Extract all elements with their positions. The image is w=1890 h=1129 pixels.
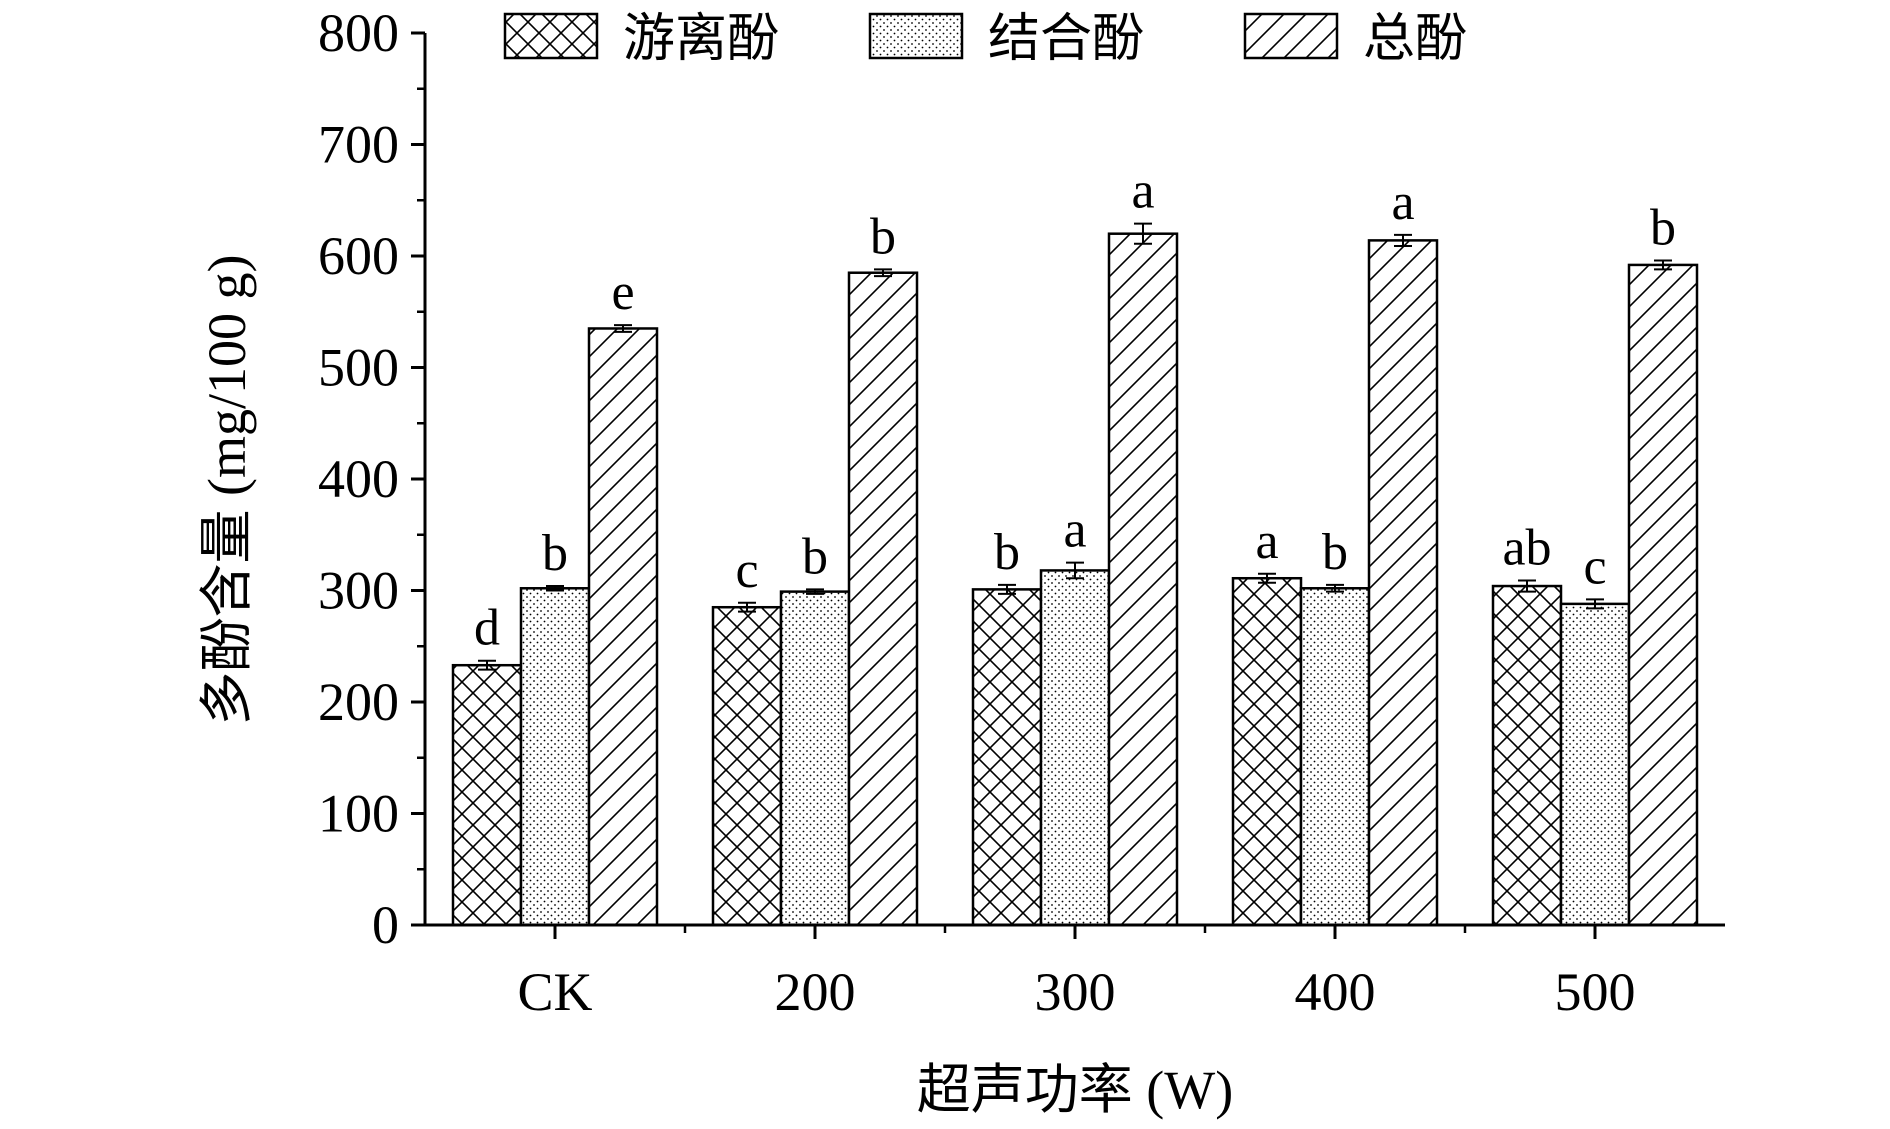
significance-label: a — [1131, 163, 1154, 220]
y-tick-label: 600 — [318, 226, 399, 286]
bar — [847, 271, 919, 927]
bar — [1559, 602, 1631, 927]
legend-label: 总酚 — [1363, 11, 1467, 68]
bar — [1491, 584, 1563, 927]
bar — [519, 587, 591, 927]
legend-swatch — [868, 12, 964, 60]
bar — [587, 327, 659, 927]
bar — [711, 605, 783, 927]
y-tick-label: 300 — [318, 561, 399, 621]
legend-label: 游离酚 — [623, 11, 779, 68]
legend-swatch — [1243, 12, 1339, 60]
significance-label: a — [1391, 174, 1414, 231]
x-tick-label: 300 — [1035, 962, 1116, 1022]
significance-label: b — [802, 528, 828, 585]
significance-label: c — [735, 542, 758, 599]
y-tick-label: 800 — [318, 3, 399, 63]
y-tick-label: 0 — [372, 895, 399, 955]
bar — [1039, 569, 1111, 927]
y-axis-title: 多酚含量 (mg/100 g) — [197, 255, 257, 726]
significance-label: b — [1322, 524, 1348, 581]
bar — [971, 588, 1043, 927]
significance-label: b — [994, 524, 1020, 581]
x-tick-label: 200 — [775, 962, 856, 1022]
significance-label: ab — [1502, 519, 1551, 576]
x-tick-label: CK — [517, 962, 592, 1022]
significance-label: c — [1583, 538, 1606, 595]
x-tick-label: 400 — [1295, 962, 1376, 1022]
significance-label: e — [611, 264, 634, 321]
significance-label: b — [870, 208, 896, 265]
bar — [779, 590, 851, 927]
bar — [1231, 576, 1303, 927]
legend: 游离酚 结合酚 总酚 — [503, 11, 1467, 68]
bar — [1299, 587, 1371, 927]
y-tick-label: 100 — [318, 784, 399, 844]
x-axis-title: 超声功率 (W) — [917, 1060, 1233, 1120]
legend-label: 结合酚 — [988, 11, 1144, 68]
legend-swatch — [503, 12, 599, 60]
bar — [1627, 263, 1699, 927]
y-tick-label: 200 — [318, 672, 399, 732]
y-tick-label: 400 — [318, 449, 399, 509]
significance-label: b — [1650, 199, 1676, 256]
y-tick-label: 700 — [318, 115, 399, 175]
x-tick-label: 500 — [1555, 962, 1636, 1022]
significance-label: d — [474, 600, 500, 657]
bar — [451, 663, 523, 927]
significance-label: a — [1255, 513, 1278, 570]
bar — [1107, 232, 1179, 927]
y-tick-label: 500 — [318, 338, 399, 398]
y-axis: 0 100 200 300 400 500 600 700 800 — [318, 3, 427, 955]
bar — [1367, 239, 1439, 927]
significance-label: a — [1063, 502, 1086, 559]
significance-label: b — [542, 525, 568, 582]
x-axis: CK 200 300 400 500 — [425, 923, 1725, 1022]
